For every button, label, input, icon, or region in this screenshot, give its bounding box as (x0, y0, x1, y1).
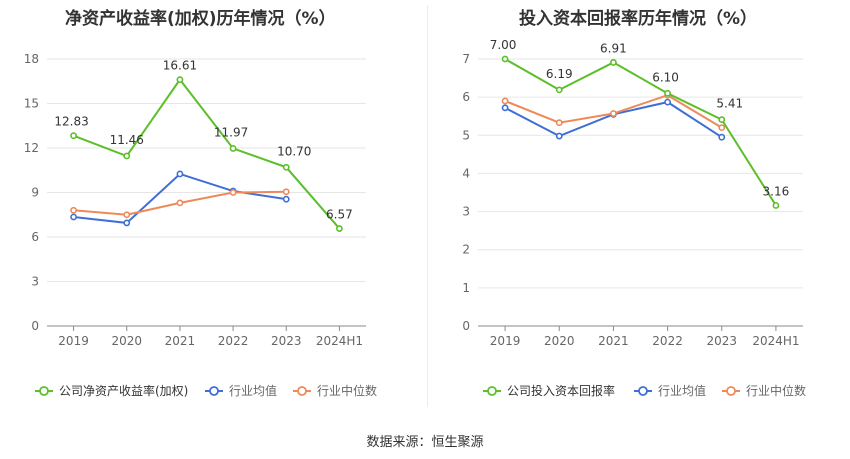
data-label: 3.16 (763, 184, 790, 198)
chart-title-roe: 净资产收益率(加权)历年情况（%） (65, 9, 336, 29)
x-tick-label: 2023 (706, 334, 737, 348)
data-point-industry_median (123, 211, 131, 219)
y-tick-label: 9 (31, 186, 39, 200)
data-point-company (282, 163, 290, 171)
data-label: 12.83 (54, 115, 88, 129)
data-label: 6.91 (600, 41, 627, 55)
y-tick-label: 15 (24, 97, 39, 111)
x-tick-label: 2024H1 (316, 334, 363, 348)
x-tick-label: 2022 (652, 334, 683, 348)
data-point-industry_avg (718, 133, 726, 141)
legend-marker (487, 386, 497, 396)
legend-item-company: 公司净资产收益率(加权) (35, 383, 188, 398)
legend-item-industry_avg: 行业均值 (205, 383, 277, 398)
data-label: 16.61 (163, 59, 197, 73)
data-label: 11.46 (110, 133, 144, 147)
chart-panel-1: 0 3 6 9 12 15 18 2019 2020 2021 2022 2023 2024H1 12.8… (24, 52, 377, 398)
data-point-industry_median (610, 110, 617, 117)
data-point-industry_avg (70, 213, 77, 221)
data-point-industry_avg (176, 170, 184, 178)
y-tick-label: 12 (24, 141, 39, 155)
data-point-company (336, 225, 343, 232)
chart-panel-2: 0 1 2 3 4 5 6 7 2019 2020 2021 2022 2023 2024H1 7.00 6.… (462, 38, 806, 398)
legend-label: 行业中位数 (746, 383, 806, 398)
y-tick-label: 0 (462, 319, 470, 333)
legend-item-industry_median: 行业中位数 (293, 383, 377, 398)
series-line-company (504, 58, 777, 207)
x-tick-label: 2021 (598, 334, 629, 348)
x-tick-label: 2019 (490, 334, 521, 348)
data-label: 6.19 (546, 67, 573, 81)
legend-marker (297, 386, 307, 396)
data-source: 数据来源：恒生聚源 (0, 431, 850, 450)
data-point-industry_avg (123, 219, 131, 227)
data-point-company (70, 132, 77, 140)
data-label: 10.70 (277, 144, 311, 158)
legend-label: 行业均值 (229, 383, 277, 398)
data-point-industry_avg (664, 98, 671, 106)
y-tick-label: 6 (31, 230, 39, 244)
legend-item-industry_median: 行业中位数 (722, 383, 806, 398)
data-point-company (664, 89, 671, 97)
data-point-industry_avg (555, 132, 563, 140)
y-tick-label: 3 (31, 275, 39, 289)
data-point-company (718, 116, 726, 124)
legend-marker (39, 386, 49, 396)
data-point-industry_avg (501, 104, 509, 112)
legend-marker (638, 386, 648, 396)
data-point-company (610, 59, 617, 66)
legend-label: 公司投入资本回报率 (507, 383, 615, 398)
legend-label: 公司净资产收益率(加权) (59, 383, 188, 398)
data-point-industry_avg (282, 195, 290, 203)
source-value: 恒生聚源 (431, 435, 484, 450)
x-tick-label: 2020 (544, 334, 575, 348)
y-tick-label: 5 (462, 128, 470, 142)
data-point-company (501, 55, 509, 63)
y-tick-label: 2 (462, 243, 470, 257)
data-label: 6.10 (652, 70, 679, 84)
data-point-company (772, 202, 780, 209)
legend-label: 行业中位数 (317, 383, 377, 398)
legend-label: 行业均值 (658, 383, 706, 398)
legend-marker (726, 386, 736, 396)
data-point-company (229, 145, 237, 152)
data-label: 5.41 (716, 97, 743, 111)
data-label: 11.97 (214, 125, 248, 139)
legend-item-industry_avg: 行业均值 (634, 383, 706, 398)
x-tick-label: 2022 (218, 334, 249, 348)
series-line-company (73, 77, 341, 230)
data-point-industry_median (718, 124, 726, 132)
data-point-company (555, 86, 563, 94)
data-label: 7.00 (490, 38, 517, 52)
y-tick-label: 0 (31, 319, 39, 333)
y-tick-label: 4 (462, 166, 470, 180)
y-tick-label: 18 (24, 52, 39, 66)
source-label: 数据来源： (366, 435, 432, 450)
data-point-industry_median (282, 188, 290, 196)
data-point-industry_median (555, 119, 563, 127)
y-tick-label: 6 (462, 90, 470, 104)
x-tick-label: 2023 (271, 334, 302, 348)
x-tick-label: 2019 (58, 334, 89, 348)
data-point-company (176, 76, 184, 84)
y-tick-label: 3 (462, 205, 470, 219)
y-tick-label: 7 (462, 52, 470, 66)
y-tick-label: 1 (462, 281, 470, 295)
data-point-industry_median (70, 206, 77, 214)
data-label: 6.57 (326, 208, 353, 222)
data-point-company (123, 152, 131, 160)
legend-item-company: 公司投入资本回报率 (483, 383, 615, 398)
series-line-industry_avg (73, 172, 287, 224)
chart-title-roic: 投入资本回报率历年情况（%） (519, 9, 758, 29)
data-point-industry_median (501, 97, 509, 105)
data-point-industry_median (176, 199, 184, 207)
x-tick-label: 2024H1 (752, 334, 799, 348)
legend-marker (209, 386, 219, 396)
x-tick-label: 2020 (111, 334, 142, 348)
panel-divider (427, 5, 428, 407)
x-tick-label: 2021 (165, 334, 196, 348)
data-point-industry_median (229, 189, 237, 196)
